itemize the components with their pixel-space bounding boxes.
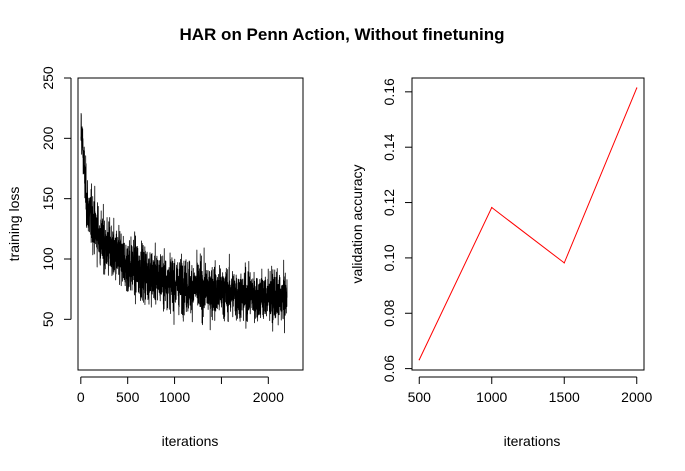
- accuracy-y-tick-label: 0.16: [381, 78, 397, 105]
- accuracy-point: [418, 359, 420, 361]
- accuracy-y-tick-label: 0.12: [381, 189, 397, 216]
- loss-y-label: training loss: [6, 187, 22, 262]
- accuracy-x-tick-label: 1000: [476, 389, 507, 405]
- accuracy-y-tick-label: 0.08: [381, 299, 397, 326]
- loss-series: [80, 113, 288, 334]
- accuracy-point: [563, 262, 565, 264]
- loss-y-axis: 50 100 150 200 250: [40, 66, 72, 327]
- loss-x-tick-label: 2000: [253, 389, 284, 405]
- accuracy-plot-frame: [411, 77, 645, 371]
- figure-title: HAR on Penn Action, Without finetuning: [180, 25, 505, 44]
- accuracy-y-label: validation accuracy: [349, 164, 365, 283]
- loss-x-axis: 0 500 1000 2000: [77, 376, 284, 405]
- accuracy-series-line: [418, 87, 638, 360]
- accuracy-y-tick-label: 0.10: [381, 244, 397, 271]
- accuracy-x-tick-label: 500: [408, 389, 432, 405]
- loss-x-tick-label: 0: [77, 389, 85, 405]
- accuracy-x-tick-label: 1500: [549, 389, 580, 405]
- loss-y-tick-label: 100: [40, 247, 56, 271]
- loss-x-tick-label: 1000: [159, 389, 190, 405]
- loss-y-tick-label: 50: [40, 311, 56, 327]
- accuracy-series: [418, 87, 638, 361]
- loss-x-tick-label: 500: [116, 389, 140, 405]
- accuracy-point: [636, 87, 638, 89]
- accuracy-panel: 500 1000 1500 2000 0.06 0.08 0.10 0.12 0.14 0.16…: [349, 77, 653, 449]
- loss-y-tick-label: 150: [40, 187, 56, 211]
- accuracy-point: [491, 206, 493, 209]
- accuracy-y-axis: 0.06 0.08 0.10 0.12 0.14 0.16: [381, 78, 413, 382]
- loss-x-label: iterations: [162, 433, 219, 449]
- accuracy-y-tick-label: 0.14: [381, 133, 397, 160]
- accuracy-x-tick-label: 2000: [621, 389, 652, 405]
- accuracy-y-tick-label: 0.06: [381, 355, 397, 382]
- loss-y-tick-label: 200: [40, 126, 56, 150]
- loss-plot-frame: [77, 77, 304, 371]
- loss-y-tick-label: 250: [40, 66, 56, 90]
- accuracy-x-label: iterations: [504, 433, 561, 449]
- loss-series-line: [80, 113, 288, 334]
- accuracy-x-axis: 500 1000 1500 2000: [408, 376, 653, 405]
- loss-panel: 0 500 1000 2000 50 100 150 200 250 iterations t…: [6, 66, 304, 449]
